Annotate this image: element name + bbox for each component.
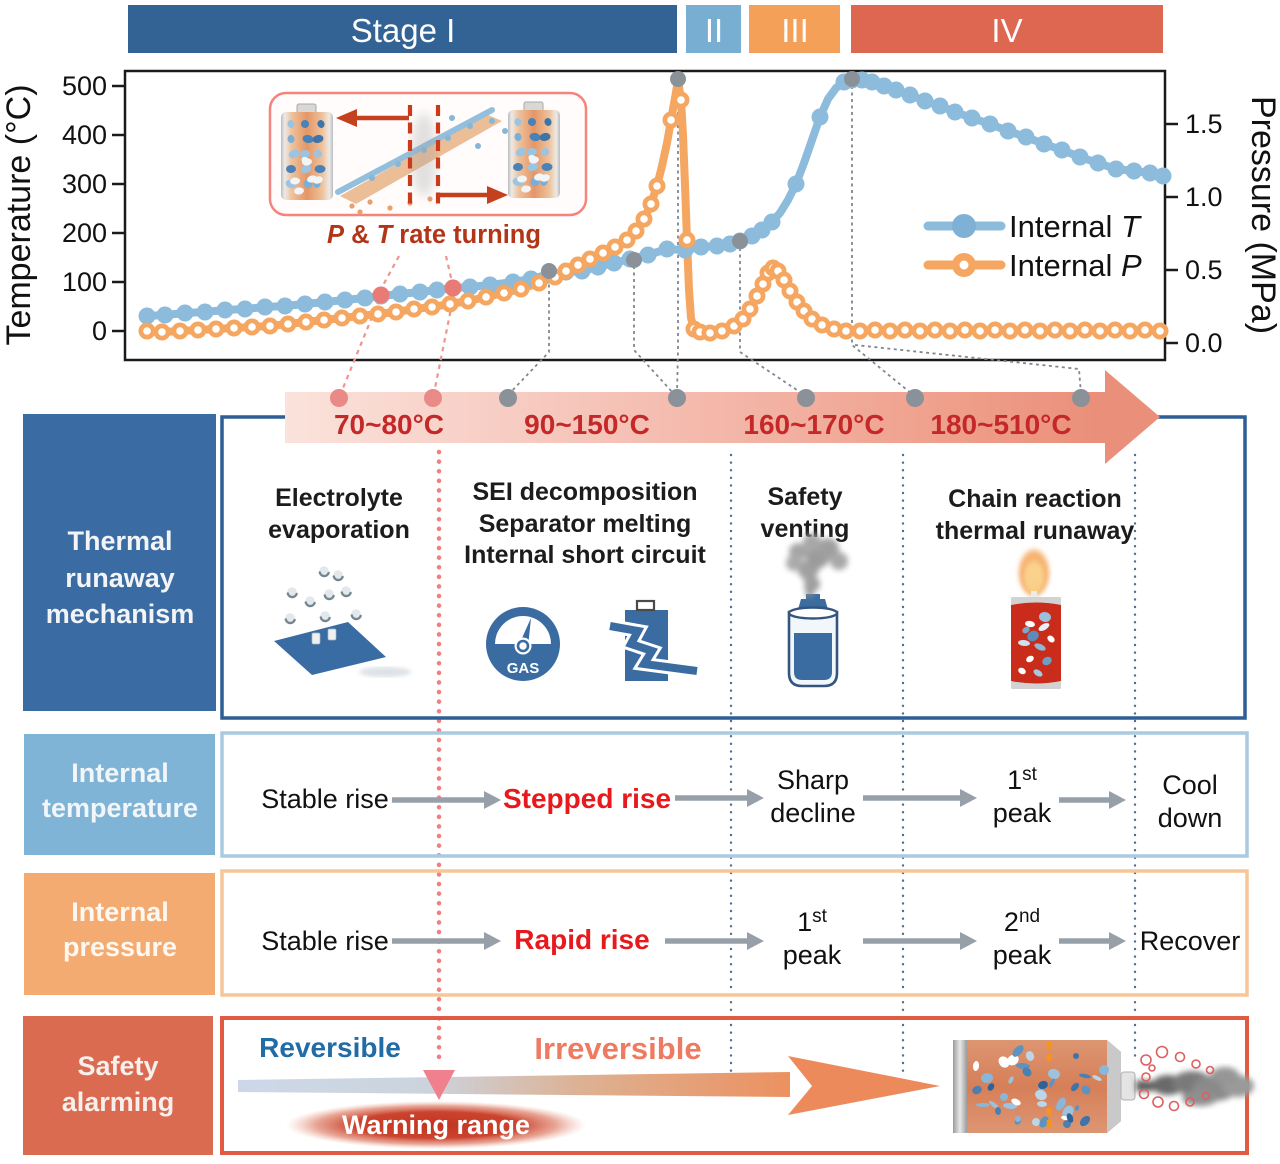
svg-text:P & T rate turning: P & T rate turning [327,221,541,249]
svg-text:Thermal: Thermal [67,526,172,556]
svg-text:Temperature (°C): Temperature (°C) [0,84,38,345]
svg-text:0: 0 [92,316,107,346]
svg-text:II: II [705,12,723,49]
svg-text:Warning range: Warning range [342,1110,530,1140]
svg-text:Internal T: Internal T [1009,209,1142,244]
svg-text:Rapid rise: Rapid rise [514,924,649,955]
svg-text:1.5: 1.5 [1185,109,1223,139]
svg-text:180~510°C: 180~510°C [930,409,1071,440]
svg-text:Stable rise: Stable rise [261,926,389,956]
svg-text:400: 400 [62,120,107,150]
svg-text:Sharp: Sharp [777,765,849,795]
svg-text:alarming: alarming [62,1087,175,1117]
svg-text:thermal runaway: thermal runaway [936,517,1135,545]
svg-text:Separator melting: Separator melting [479,510,692,538]
svg-text:Recover: Recover [1140,926,1241,956]
svg-text:300: 300 [62,169,107,199]
svg-text:Cool: Cool [1162,770,1218,800]
svg-text:Internal: Internal [71,897,169,927]
svg-text:peak: peak [993,798,1052,828]
svg-text:decline: decline [770,798,856,828]
svg-text:SEI decomposition: SEI decomposition [472,478,697,506]
svg-text:mechanism: mechanism [46,599,195,629]
svg-text:peak: peak [783,940,842,970]
svg-text:Internal: Internal [71,758,169,788]
svg-text:Safety: Safety [77,1051,158,1081]
svg-text:Internal P: Internal P [1009,248,1142,283]
svg-text:100: 100 [62,267,107,297]
svg-text:GAS: GAS [507,660,540,677]
svg-text:Pressure (MPa): Pressure (MPa) [1244,96,1280,334]
svg-text:0.5: 0.5 [1185,255,1223,285]
svg-text:90~150°C: 90~150°C [524,409,650,440]
svg-text:500: 500 [62,71,107,101]
svg-text:Internal short circuit: Internal short circuit [464,541,706,569]
svg-text:Reversible: Reversible [259,1032,401,1063]
svg-text:Electrolyte: Electrolyte [275,484,403,512]
svg-text:peak: peak [993,940,1052,970]
svg-text:III: III [781,12,809,49]
svg-text:evaporation: evaporation [268,516,410,544]
svg-text:IV: IV [991,12,1022,49]
svg-text:Stepped rise: Stepped rise [503,783,671,814]
svg-text:down: down [1158,803,1223,833]
svg-text:temperature: temperature [42,793,198,823]
svg-text:1.0: 1.0 [1185,182,1223,212]
svg-text:160~170°C: 160~170°C [743,409,884,440]
svg-text:0.0: 0.0 [1185,328,1223,358]
svg-text:runaway: runaway [65,563,175,593]
svg-text:Irreversible: Irreversible [534,1031,701,1066]
svg-text:70~80°C: 70~80°C [334,409,444,440]
svg-text:Stage I: Stage I [351,12,456,49]
svg-text:1st: 1st [1007,764,1038,795]
svg-text:Stable rise: Stable rise [261,784,389,814]
svg-text:Chain reaction: Chain reaction [948,485,1122,513]
svg-text:pressure: pressure [63,932,177,962]
svg-text:Safety: Safety [767,483,842,511]
svg-text:200: 200 [62,218,107,248]
